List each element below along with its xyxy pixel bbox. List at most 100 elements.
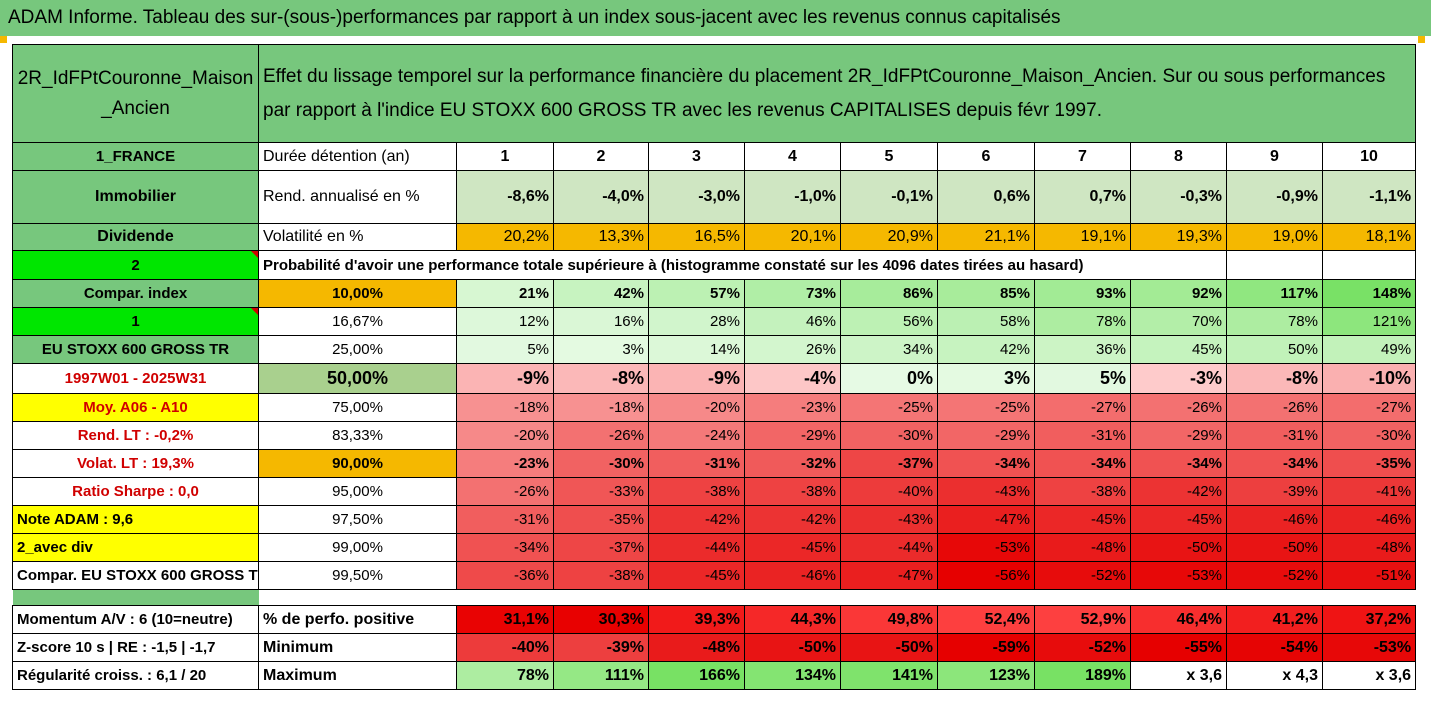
quantile-value: -23% bbox=[456, 449, 554, 478]
quantile-value: -44% bbox=[648, 533, 745, 562]
quantile-value: 3% bbox=[937, 363, 1035, 394]
quantile-value: -45% bbox=[648, 561, 745, 590]
quantile-value: -48% bbox=[1321, 533, 1417, 562]
volatility-cell: 18,1% bbox=[1321, 223, 1417, 251]
quantile-value: -31% bbox=[648, 449, 745, 478]
quantile-value: -42% bbox=[648, 505, 745, 534]
quantile-value: -8% bbox=[1226, 363, 1323, 394]
return-cell: -0,1% bbox=[840, 170, 938, 224]
quantile-value: -47% bbox=[937, 505, 1035, 534]
quantile-value: 46% bbox=[744, 307, 841, 336]
quantile-value: -25% bbox=[840, 393, 938, 422]
quantile-value: -27% bbox=[1321, 393, 1417, 422]
country-label: 1_FRANCE bbox=[12, 142, 259, 171]
minimum-cell: -50% bbox=[840, 633, 938, 662]
quantile-cell: 50,00% bbox=[258, 363, 457, 394]
long-term-return-label: Rend. LT : -0,2% bbox=[12, 421, 259, 450]
quantile-row: EU STOXX 600 GROSS TR 25,00% 5% 3% 14% 26% 34%… bbox=[12, 335, 1417, 364]
quantile-value: -53% bbox=[1130, 561, 1227, 590]
quantile-value: -9% bbox=[648, 363, 745, 394]
long-term-volatility-label: Volat. LT : 19,3% bbox=[12, 449, 259, 478]
corner-marker bbox=[0, 36, 7, 43]
quantile-value: 21% bbox=[456, 279, 554, 308]
maximum-label: Maximum bbox=[258, 661, 457, 690]
quantile-value: 42% bbox=[553, 279, 649, 308]
quantile-cell: 10,00% bbox=[258, 279, 457, 308]
quantile-row: Note ADAM : 9,6 97,50% -31% -35% -42% -42% -43… bbox=[12, 505, 1417, 534]
quantile-value: -53% bbox=[937, 533, 1035, 562]
quantile-value: 26% bbox=[744, 335, 841, 364]
quantile-value: -29% bbox=[744, 421, 841, 450]
category-label: Immobilier bbox=[12, 170, 259, 224]
quantile-value: -20% bbox=[456, 421, 554, 450]
quantile-value: -34% bbox=[1226, 449, 1323, 478]
quantile-value: -34% bbox=[1034, 449, 1131, 478]
minimum-cell: -59% bbox=[937, 633, 1035, 662]
probability-row: 2 Probabilité d'avoir une performance tot… bbox=[12, 250, 1417, 280]
return-cell: 0,7% bbox=[1034, 170, 1131, 224]
quantile-value: -10% bbox=[1321, 363, 1417, 394]
return-cell: -4,0% bbox=[553, 170, 649, 224]
quantile-value: -45% bbox=[744, 533, 841, 562]
quantile-value: 45% bbox=[1130, 335, 1227, 364]
minimum-cell: -40% bbox=[456, 633, 554, 662]
quantile-value: -3% bbox=[1130, 363, 1227, 394]
quantile-value: -33% bbox=[553, 477, 649, 506]
quantile-value: -52% bbox=[1034, 561, 1131, 590]
quantile-value: -50% bbox=[1226, 533, 1323, 562]
corner-marker bbox=[1418, 36, 1425, 43]
quantile-value: -31% bbox=[1034, 421, 1131, 450]
quantile-cell: 97,50% bbox=[258, 505, 457, 534]
quantile-value: -26% bbox=[456, 477, 554, 506]
empty-cell bbox=[1321, 250, 1417, 280]
quantile-value: -35% bbox=[1321, 449, 1417, 478]
year-header: 3 bbox=[648, 142, 745, 171]
maximum-cell: x 3,6 bbox=[1321, 661, 1417, 690]
maximum-cell: x 3,6 bbox=[1130, 661, 1227, 690]
quantile-value: -38% bbox=[648, 477, 745, 506]
quantile-value: -26% bbox=[1130, 393, 1227, 422]
quantile-cell: 16,67% bbox=[258, 307, 457, 336]
quantile-value: -8% bbox=[553, 363, 649, 394]
year-header: 9 bbox=[1226, 142, 1323, 171]
adam-score-label: Note ADAM : 9,6 bbox=[12, 505, 259, 534]
quantile-value: -51% bbox=[1321, 561, 1417, 590]
quantile-value: -9% bbox=[456, 363, 554, 394]
dividend-mode-label: 2_avec div bbox=[12, 533, 259, 562]
quantile-value: -46% bbox=[744, 561, 841, 590]
return-cell: -0,3% bbox=[1130, 170, 1227, 224]
quantile-value: -52% bbox=[1226, 561, 1323, 590]
quantile-value: -42% bbox=[744, 505, 841, 534]
maximum-cell: 111% bbox=[553, 661, 649, 690]
quantile-value: -26% bbox=[1226, 393, 1323, 422]
quantile-row: Volat. LT : 19,3% 90,00% -23% -30% -31% -32% -… bbox=[12, 449, 1417, 478]
quantile-value: -40% bbox=[840, 477, 938, 506]
volatility-cell: 19,1% bbox=[1034, 223, 1131, 251]
quantile-value: -30% bbox=[840, 421, 938, 450]
return-cell: -1,0% bbox=[744, 170, 841, 224]
quantile-value: 50% bbox=[1226, 335, 1323, 364]
spacer-cell bbox=[259, 590, 1416, 606]
index-name-label: EU STOXX 600 GROSS TR bbox=[12, 335, 259, 364]
year-header: 2 bbox=[553, 142, 649, 171]
return-cell: -8,6% bbox=[456, 170, 554, 224]
quantile-value: 78% bbox=[1226, 307, 1323, 336]
quantile-value: -38% bbox=[553, 561, 649, 590]
quantile-value: 117% bbox=[1226, 279, 1323, 308]
maximum-cell: x 4,3 bbox=[1226, 661, 1323, 690]
quantile-cell: 95,00% bbox=[258, 477, 457, 506]
quantile-value: -48% bbox=[1034, 533, 1131, 562]
quantile-value: -27% bbox=[1034, 393, 1131, 422]
positive-perf-cell: 30,3% bbox=[553, 605, 649, 634]
quantile-value: 93% bbox=[1034, 279, 1131, 308]
quantile-value: -50% bbox=[1130, 533, 1227, 562]
average-label: Moy. A06 - A10 bbox=[12, 393, 259, 422]
probability-label: Probabilité d'avoir une performance tota… bbox=[258, 250, 1227, 280]
stats-row: Z-score 10 s | RE : -1,5 | -1,7 Minimum -4… bbox=[12, 633, 1417, 662]
year-header: 8 bbox=[1130, 142, 1227, 171]
year-header: 10 bbox=[1321, 142, 1417, 171]
mode-indicator: 1 bbox=[12, 307, 259, 336]
quantile-row: 2_avec div 99,00% -34% -37% -44% -45% -44% -53%… bbox=[12, 533, 1417, 562]
description-cell: Effet du lissage temporel sur la perform… bbox=[257, 44, 1417, 143]
quantile-value: -24% bbox=[648, 421, 745, 450]
